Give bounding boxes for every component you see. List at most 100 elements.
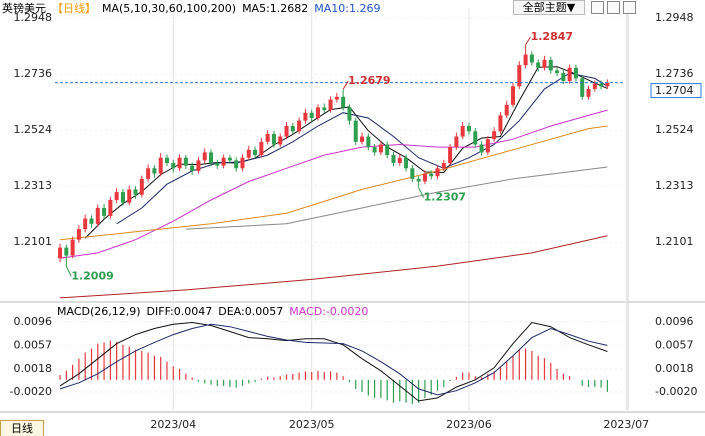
y-tick-label: 1.2313 — [655, 179, 694, 192]
candle-body — [177, 157, 182, 169]
candle-body — [265, 133, 270, 142]
candle-body — [473, 131, 478, 145]
symbol: 英镑美元 — [2, 2, 46, 15]
candle-body — [259, 141, 264, 156]
icon-button[interactable] — [623, 1, 636, 14]
candle-body — [328, 99, 333, 111]
icon-button[interactable] — [607, 1, 620, 14]
candle-body — [290, 125, 295, 132]
candle-body — [504, 104, 509, 116]
theme-dropdown[interactable]: 全部主题▼ — [513, 0, 585, 15]
candle-body — [397, 157, 402, 163]
candle-body — [164, 157, 169, 163]
ma5-label: MA5:1.2682 — [242, 2, 309, 15]
candle-body — [64, 247, 69, 256]
period-button[interactable]: 日线 — [0, 420, 44, 436]
diff-label: DIFF:0.0047 — [146, 305, 213, 318]
macd-params: MACD(26,12,9) — [57, 305, 141, 318]
candle-body — [460, 125, 465, 137]
ma-params: MA(5,10,30,60,100,200) — [102, 2, 237, 15]
candle-body — [95, 207, 100, 224]
candle-body — [202, 152, 207, 161]
candle-body — [441, 162, 446, 169]
candle-body — [297, 120, 302, 132]
candle-body — [561, 73, 566, 81]
candle-body — [454, 136, 459, 148]
candle-body — [511, 86, 516, 105]
candle-body — [410, 168, 415, 179]
candle-body — [523, 54, 528, 66]
candle-body — [209, 152, 214, 163]
candle-body — [278, 136, 283, 145]
candle-body — [246, 149, 251, 158]
y-tick-label: 1.2524 — [14, 123, 53, 136]
y-tick-label: 1.2948 — [655, 11, 694, 24]
candle-body — [548, 59, 553, 71]
candle-body — [196, 160, 201, 171]
last-price-label: 1.2704 — [655, 84, 694, 97]
y-tick-label: 0.0018 — [14, 362, 53, 375]
annotation-pointer — [342, 80, 349, 90]
annotation-label: 1.2009 — [71, 269, 113, 282]
candle-body — [284, 125, 289, 137]
candle-body — [114, 192, 119, 201]
candle-body — [404, 157, 409, 169]
candle-body — [599, 83, 604, 87]
indicator-line — [59, 323, 608, 396]
y-tick-label: -0.0020 — [655, 385, 697, 398]
candle-body — [271, 133, 276, 145]
candle-body — [240, 157, 245, 169]
ma10-label: MA10:1.269 — [314, 2, 381, 15]
y-tick-label: 0.0057 — [655, 338, 694, 351]
price-header: 英镑美元 【日线】 MA(5,10,30,60,100,200) MA5:1.2… — [2, 1, 381, 16]
candle-body — [221, 157, 226, 166]
candle-body — [492, 131, 497, 140]
indicator-line — [116, 72, 608, 225]
candle-body — [573, 67, 578, 79]
indicator-line — [84, 66, 608, 239]
dea-label: DEA:0.0057 — [218, 305, 284, 318]
candle-body — [102, 207, 107, 216]
candle-body — [605, 82, 610, 87]
candle-body — [76, 229, 81, 240]
x-tick-label: 2023/07 — [603, 418, 649, 431]
icon-button[interactable] — [591, 1, 604, 14]
candle-body — [529, 54, 534, 63]
candle-body — [422, 173, 427, 182]
candle-body — [353, 120, 358, 142]
candle-body — [542, 59, 547, 68]
candle-body — [171, 162, 176, 169]
x-tick-label: 2023/06 — [446, 418, 492, 431]
indicator-line — [59, 321, 608, 402]
candle-body — [498, 115, 503, 132]
candle-body — [391, 155, 396, 163]
candle-body — [139, 178, 144, 195]
candle-body — [429, 173, 434, 177]
last-price-box — [650, 83, 702, 99]
candle-body — [158, 157, 163, 174]
candle-body — [152, 168, 157, 174]
candle-body — [234, 160, 239, 169]
candle-body — [322, 107, 327, 111]
candle-body — [108, 200, 113, 216]
candle-body — [83, 218, 88, 230]
candle-body — [385, 144, 390, 156]
y-tick-label: 1.2736 — [655, 67, 694, 80]
candle-body — [485, 139, 490, 153]
candle-body — [190, 165, 195, 171]
candle-body — [58, 247, 63, 259]
candle-body — [70, 239, 75, 256]
candle-body — [89, 218, 94, 224]
candle-body — [586, 88, 591, 97]
candle-body — [215, 162, 220, 166]
macd-header: MACD(26,12,9) DIFF:0.0047 DEA:0.0057 MAC… — [57, 304, 368, 319]
candle-body — [580, 78, 585, 97]
annotation-label: 1.2679 — [348, 74, 390, 87]
candle-body — [334, 96, 339, 100]
candle-body — [120, 192, 125, 203]
annotation-pointer — [418, 187, 425, 198]
annotation-pointer — [65, 266, 72, 277]
y-tick-label: 1.2101 — [655, 235, 694, 248]
